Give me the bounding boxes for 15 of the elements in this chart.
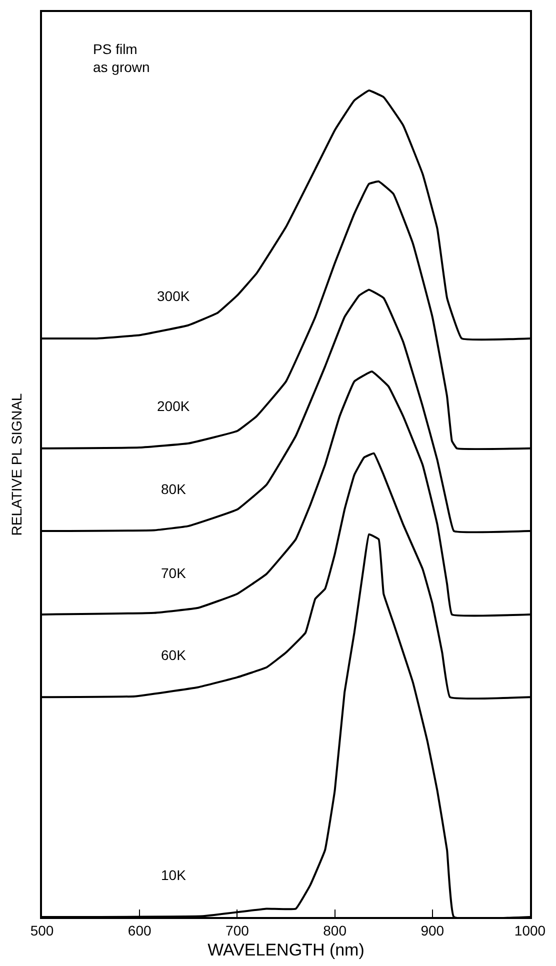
text: 200K (157, 398, 190, 414)
x-tick-label: 800 (323, 922, 347, 939)
text: 10K (161, 867, 187, 883)
x-tick-label: 900 (420, 922, 444, 939)
text: 70K (161, 565, 187, 581)
x-tick-label: 500 (30, 922, 54, 939)
x-tick-label: 1000 (514, 922, 546, 939)
text: PS film as grown (93, 41, 150, 76)
y-axis-title: RELATIVE PL SIGNAL (8, 393, 24, 536)
x-tick-label: 700 (226, 922, 250, 939)
series-label: 60K (161, 647, 187, 663)
x-axis-title: WAVELENGTH (nm) (208, 940, 364, 960)
x-tick-label: 600 (128, 922, 152, 939)
series-label: 300K (157, 288, 190, 304)
text: 80K (161, 481, 187, 497)
